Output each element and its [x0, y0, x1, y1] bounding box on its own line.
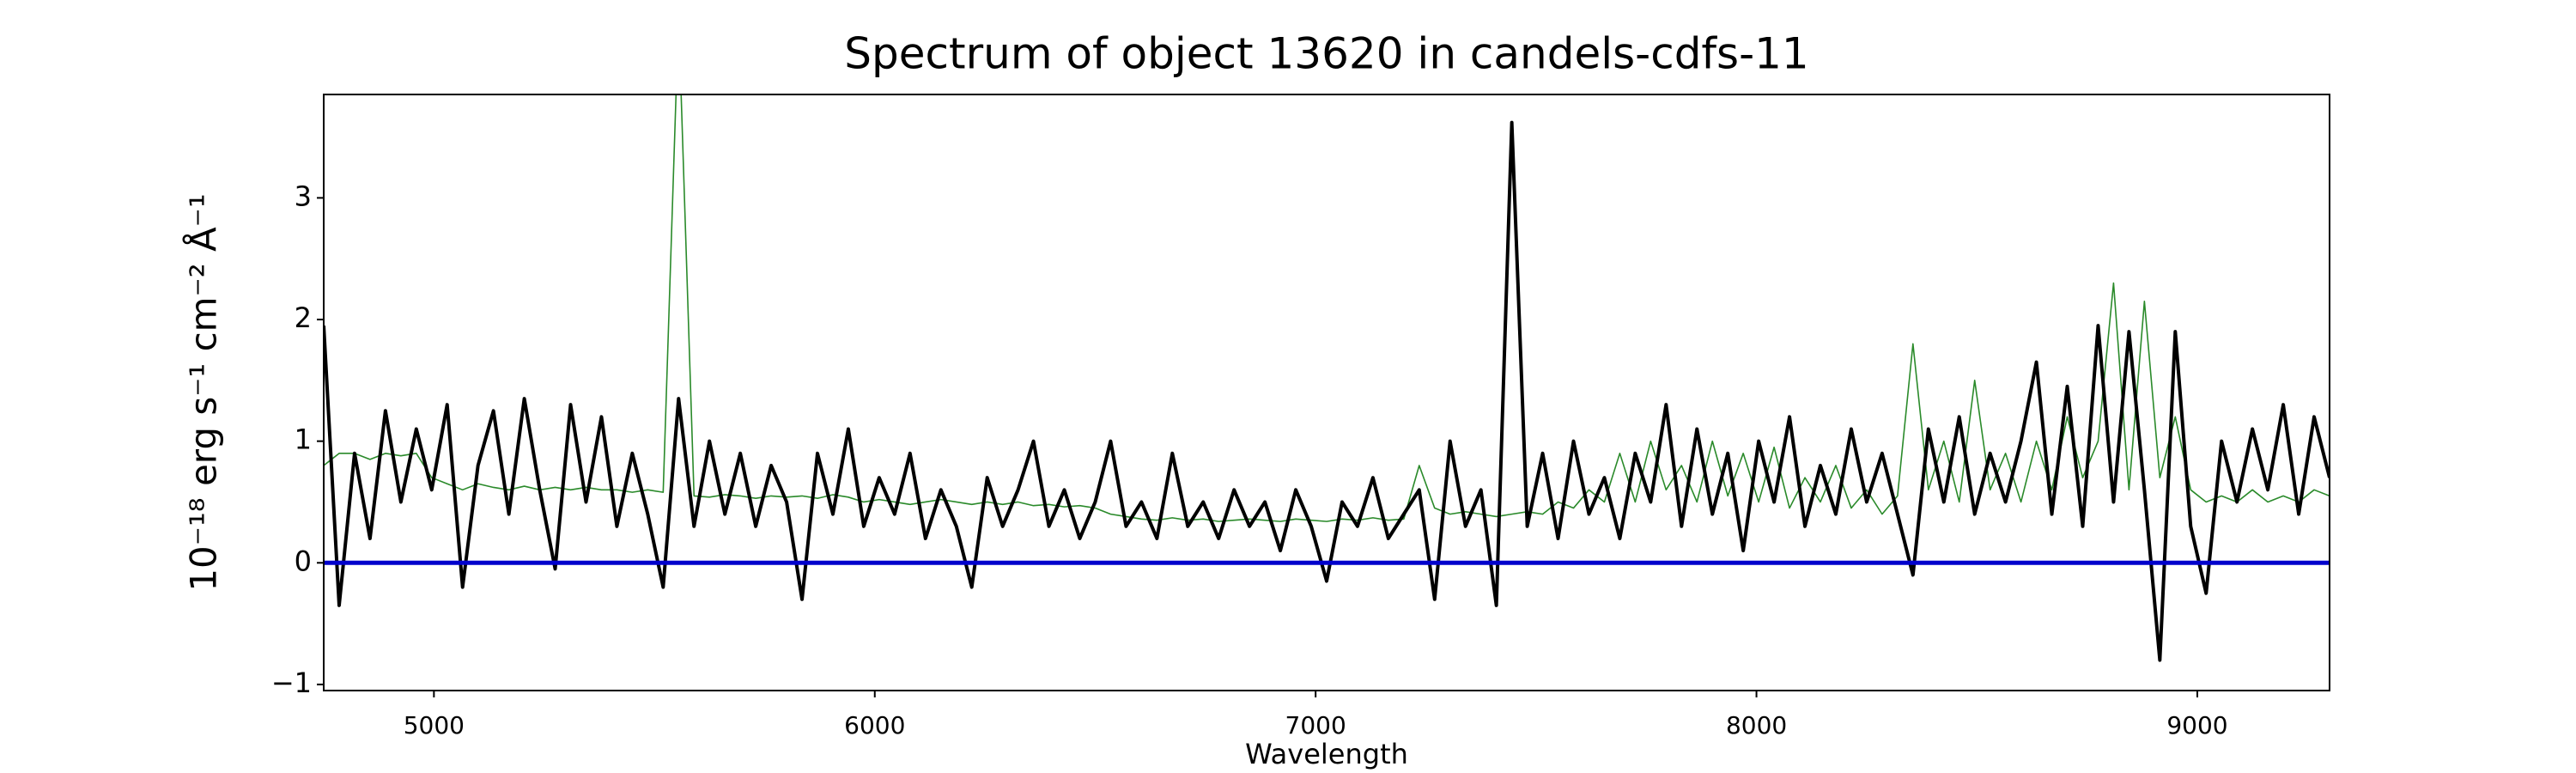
x-axis-label: Wavelength: [1245, 738, 1408, 770]
y-axis-label: 10⁻¹⁸ erg s⁻¹ cm⁻² Å⁻¹: [182, 193, 225, 591]
plot-frame: [323, 94, 2330, 691]
y-tick-label: 2: [295, 301, 312, 334]
x-tick-label: 6000: [844, 711, 905, 740]
x-tick-label: 9000: [2166, 711, 2227, 740]
x-tick-label: 5000: [404, 711, 465, 740]
y-tick-label: −1: [271, 666, 312, 699]
plot-area: [324, 94, 2330, 662]
spectrum-line: [324, 120, 2330, 662]
x-tick-label: 8000: [1726, 711, 1787, 740]
spectrum-line: [324, 94, 2330, 522]
chart-title: Spectrum of object 13620 in candels-cdfs…: [844, 29, 1809, 79]
y-tick-label: 0: [295, 545, 312, 577]
x-tick-label: 7000: [1285, 711, 1346, 740]
y-tick-label: 3: [295, 180, 312, 212]
y-tick-label: 1: [295, 423, 312, 456]
